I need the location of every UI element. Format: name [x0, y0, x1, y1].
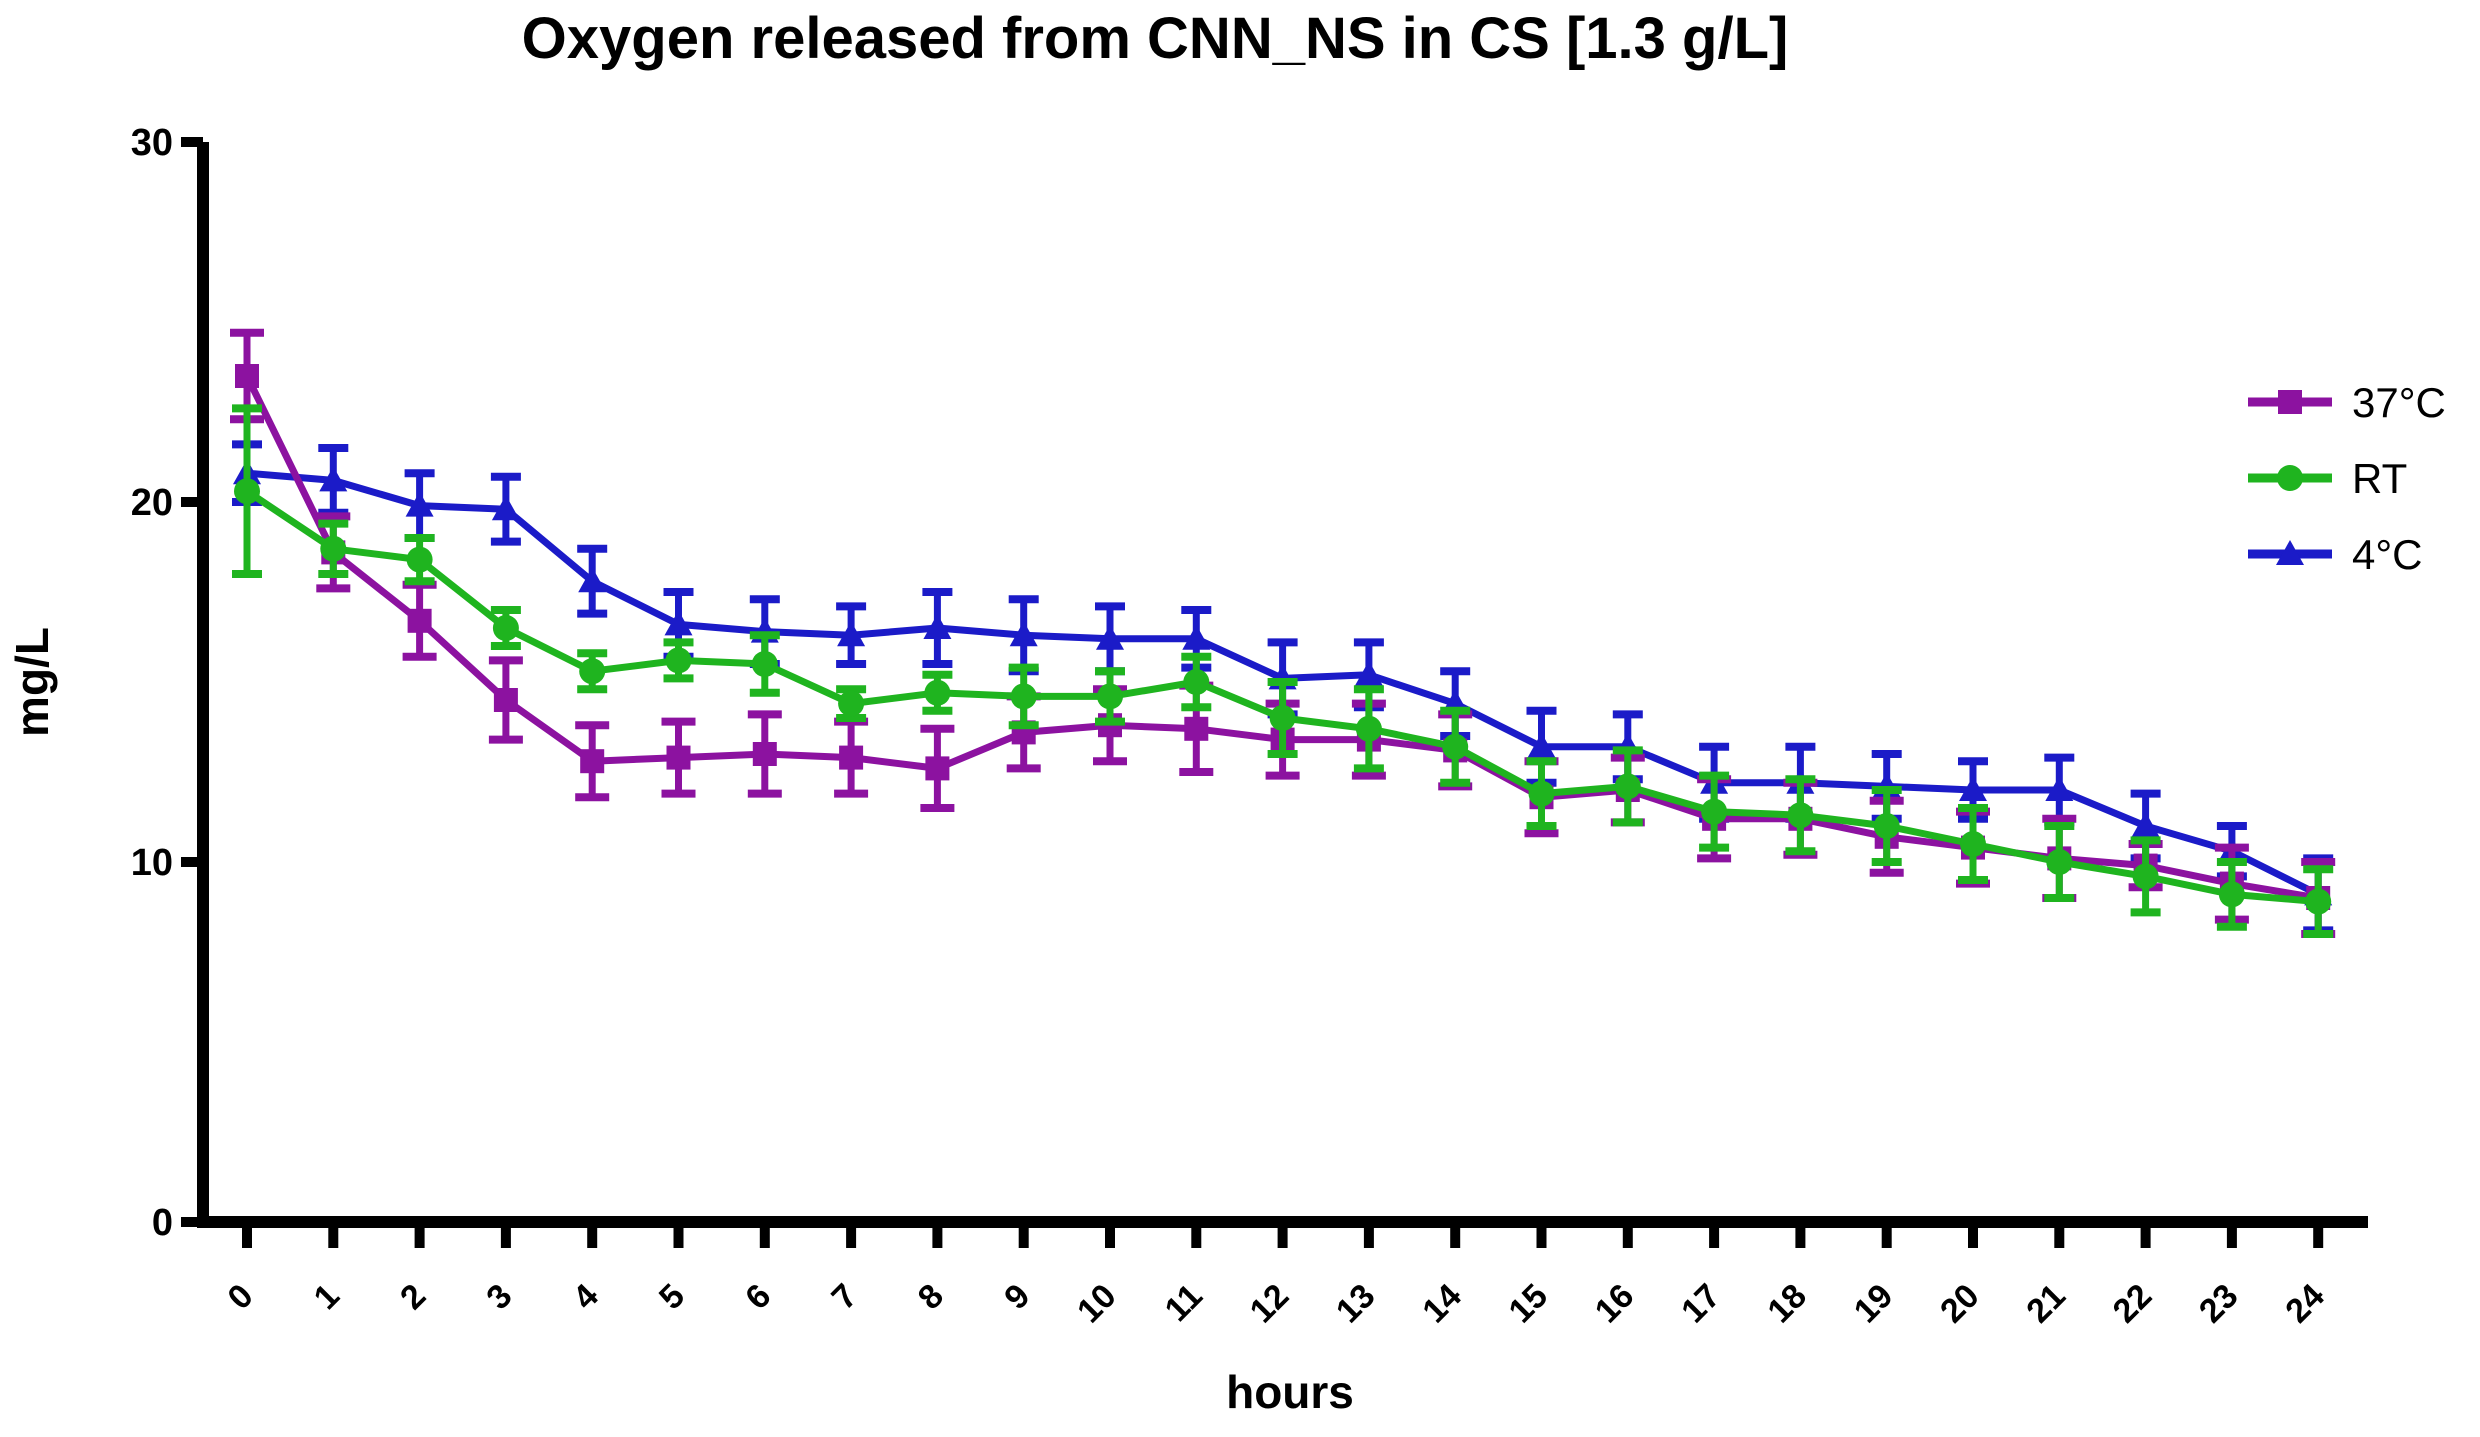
- data-point-marker: [405, 491, 434, 517]
- data-point-marker: [578, 567, 607, 593]
- x-tick-label: 20: [1933, 1277, 1987, 1331]
- y-tick-label: 10: [131, 842, 173, 884]
- data-point-marker: [1701, 798, 1728, 825]
- legend-item-4°C: 4°C: [2248, 531, 2423, 578]
- data-point-marker: [837, 621, 866, 647]
- x-tick-label: 9: [997, 1277, 1037, 1317]
- data-point-marker: [2218, 881, 2245, 908]
- data-point-marker: [1873, 813, 1900, 839]
- data-point-marker: [407, 608, 432, 633]
- series-group: [230, 328, 2336, 938]
- legend: 37°C RT 4°C: [2248, 379, 2446, 578]
- x-axis-label: hours: [1226, 1366, 1354, 1418]
- x-tick-label: 6: [738, 1277, 778, 1317]
- data-point-marker: [1096, 624, 1124, 650]
- y-axis-label: mg/L: [6, 627, 58, 737]
- data-point-marker: [1010, 683, 1037, 710]
- data-point-marker: [1527, 732, 1556, 758]
- x-tick-label: 13: [1329, 1277, 1383, 1331]
- data-point-marker: [2305, 888, 2332, 915]
- data-point-marker: [1184, 716, 1209, 741]
- data-point-marker: [1442, 733, 1469, 760]
- data-point-marker: [924, 679, 951, 706]
- x-tick-label: 15: [1502, 1277, 1556, 1331]
- data-point-marker: [925, 756, 950, 781]
- legend-item-RT: RT: [2248, 455, 2407, 502]
- x-tick-label: 21: [2019, 1277, 2073, 1331]
- x-tick-label: 14: [1415, 1277, 1469, 1331]
- data-point-marker: [665, 647, 692, 674]
- data-point-marker: [2045, 776, 2074, 801]
- series-37°C: [230, 328, 2336, 938]
- data-point-marker: [319, 466, 348, 492]
- data-point-marker: [1960, 831, 1986, 857]
- legend-marker: [2276, 540, 2304, 565]
- y-tick-label: 0: [152, 1202, 173, 1244]
- x-tick-label: 19: [1847, 1277, 1901, 1331]
- data-point-marker: [1959, 776, 1987, 801]
- data-point-marker: [1614, 773, 1641, 800]
- x-tick-label: 23: [2192, 1277, 2246, 1331]
- data-point-marker: [752, 742, 777, 766]
- data-point-marker: [492, 615, 519, 641]
- data-point-marker: [2131, 812, 2160, 837]
- x-tick-label: 22: [2106, 1277, 2160, 1331]
- x-tick-label: 4: [566, 1277, 606, 1317]
- data-point-marker: [839, 745, 864, 770]
- data-point-marker: [406, 546, 433, 573]
- x-tick-label: 24: [2278, 1277, 2332, 1331]
- x-tick-label: 8: [911, 1277, 951, 1317]
- x-tick-label: 12: [1243, 1277, 1297, 1331]
- data-point-marker: [2046, 849, 2073, 875]
- data-point-marker: [2132, 863, 2159, 890]
- x-tick-label: 16: [1588, 1277, 1642, 1331]
- data-point-marker: [666, 745, 691, 770]
- data-point-marker: [751, 651, 778, 677]
- data-point-marker: [235, 364, 259, 388]
- data-point-marker: [1183, 669, 1210, 695]
- x-tick-label: 7: [825, 1277, 865, 1317]
- data-point-marker: [579, 658, 606, 685]
- data-point-marker: [838, 690, 865, 717]
- legend-marker: [2278, 390, 2302, 414]
- data-point-marker: [580, 749, 605, 774]
- data-point-marker: [1528, 780, 1555, 807]
- x-tick-label: 1: [307, 1277, 347, 1317]
- data-point-marker: [491, 495, 520, 521]
- y-tick-label: 20: [131, 482, 173, 524]
- data-point-marker: [320, 535, 347, 562]
- data-point-marker: [1182, 624, 1211, 650]
- x-tick-label: 5: [652, 1277, 692, 1317]
- x-tick-label: 18: [1760, 1277, 1814, 1331]
- legend-item-37°C: 37°C: [2248, 379, 2446, 426]
- data-point-marker: [1269, 705, 1296, 731]
- legend-marker: [2277, 465, 2303, 491]
- x-tick-label: 2: [393, 1277, 433, 1317]
- x-tick-label: 10: [1070, 1277, 1124, 1331]
- legend-label: RT: [2352, 455, 2407, 502]
- data-point-marker: [493, 688, 518, 712]
- data-point-marker: [1787, 802, 1814, 829]
- data-point-marker: [1097, 683, 1123, 710]
- legend-label: 4°C: [2352, 531, 2423, 578]
- x-tick-label: 0: [220, 1277, 260, 1317]
- x-tick-label: 3: [479, 1277, 519, 1317]
- data-point-marker: [664, 610, 693, 636]
- y-tick-label: 30: [131, 122, 173, 164]
- legend-label: 37°C: [2352, 379, 2446, 426]
- chart-title: Oxygen released from CNN_NS in CS [1.3 g…: [522, 6, 1789, 71]
- data-point-marker: [1009, 621, 1038, 647]
- series-line: [243, 374, 2319, 902]
- data-point-marker: [1355, 715, 1382, 742]
- series-RT: [232, 404, 2334, 938]
- x-tick-label: 17: [1674, 1277, 1728, 1331]
- x-tick-label: 11: [1158, 1277, 1210, 1329]
- data-point-marker: [923, 614, 952, 639]
- data-point-marker: [234, 478, 260, 505]
- data-point-marker: [1354, 660, 1383, 686]
